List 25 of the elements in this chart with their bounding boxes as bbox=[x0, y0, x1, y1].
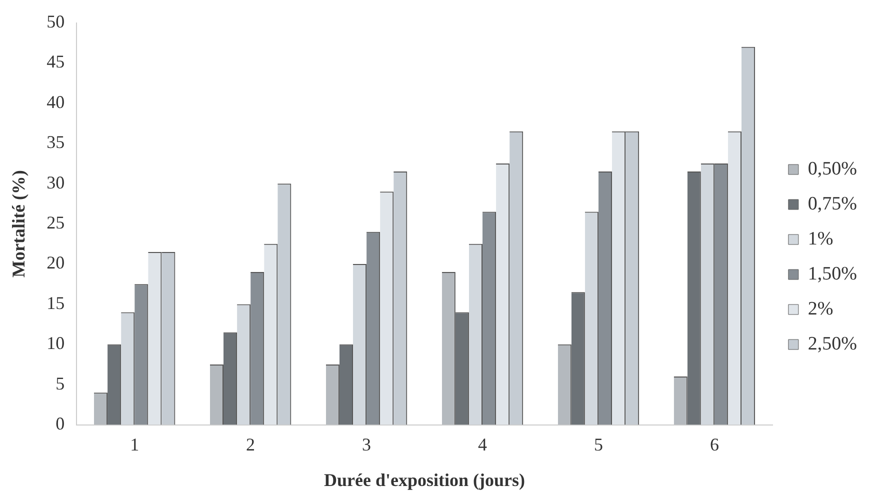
x-tick-label: 5 bbox=[594, 434, 603, 454]
y-axis-title: Mortalité (%) bbox=[8, 170, 28, 278]
y-tick-label: 10 bbox=[46, 333, 65, 354]
y-tick-label: 15 bbox=[46, 292, 65, 313]
y-tick-label: 30 bbox=[46, 172, 65, 192]
x-axis-title: Durée d'exposition (jours) bbox=[324, 470, 526, 490]
legend-label: 1% bbox=[808, 228, 834, 250]
y-tick-label: 0 bbox=[56, 414, 65, 434]
legend-label: 2% bbox=[808, 298, 834, 320]
y-tick-label: 25 bbox=[46, 212, 65, 233]
x-tick-label: 2 bbox=[246, 434, 256, 454]
y-tick-label: 40 bbox=[46, 92, 65, 112]
x-tick-label: 4 bbox=[478, 434, 487, 454]
legend-label: 2,50% bbox=[808, 333, 858, 354]
y-tick-label: 50 bbox=[46, 12, 65, 32]
legend-label: 1,50% bbox=[808, 263, 858, 284]
legend-label: 0,75% bbox=[808, 193, 858, 214]
y-tick-label: 45 bbox=[46, 52, 65, 72]
y-tick-label: 5 bbox=[56, 373, 65, 394]
x-tick-label: 1 bbox=[130, 434, 140, 454]
y-tick-label: 35 bbox=[46, 132, 65, 152]
x-tick-label: 6 bbox=[710, 434, 719, 454]
legend-label: 0,50% bbox=[808, 158, 858, 180]
y-tick-label: 20 bbox=[46, 252, 65, 273]
x-tick-label: 3 bbox=[362, 434, 372, 454]
